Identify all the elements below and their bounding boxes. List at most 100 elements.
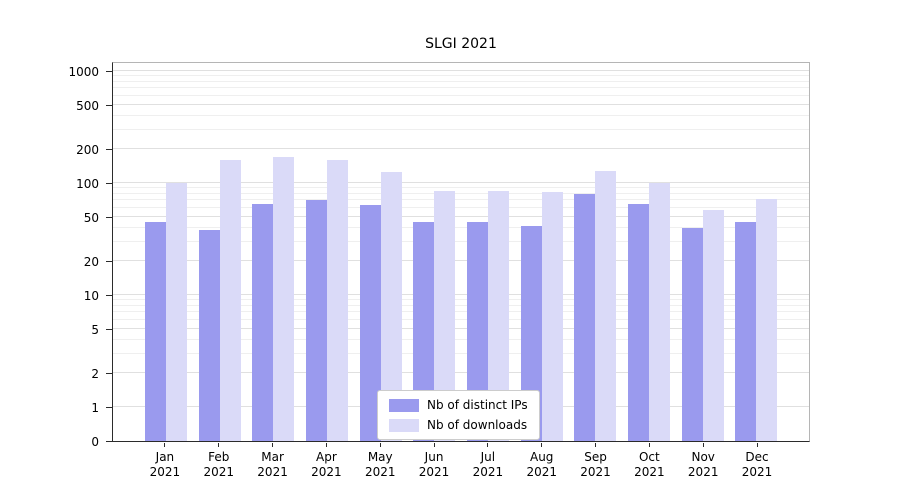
gridline-minor — [113, 240, 809, 242]
x-tick-mark — [164, 443, 166, 447]
x-tick-sep: Sep 2021 — [569, 443, 623, 480]
gridline-minor — [113, 75, 809, 77]
y-tick-mark — [106, 407, 112, 408]
bar-downloads-dec — [756, 198, 778, 441]
chart-title: SLGI 2021 — [425, 36, 497, 52]
legend-item-downloads: Nb of downloads — [389, 418, 528, 432]
x-tick-may: May 2021 — [353, 443, 407, 480]
bar-distinct-ips-dec — [735, 221, 757, 441]
legend-swatch-downloads — [389, 418, 419, 432]
x-tick-year-label: 2021 — [149, 465, 181, 479]
bar-downloads-jul — [487, 190, 509, 441]
x-tick-jan: Jan 2021 — [138, 443, 192, 480]
gridline-major — [113, 148, 809, 150]
gridline-minor — [113, 206, 809, 208]
gridline-minor — [113, 114, 809, 116]
gridline-minor — [113, 128, 809, 130]
bar-group-mar — [246, 63, 300, 441]
y-tick-label-5: 5 — [91, 322, 99, 337]
x-tick-year-label: 2021 — [257, 465, 288, 479]
gridline-major — [113, 260, 809, 262]
bar-downloads-sep — [595, 171, 617, 441]
bar-downloads-jun — [434, 190, 456, 441]
bar-group-dec — [729, 63, 783, 441]
bar-downloads-aug — [541, 192, 563, 441]
x-tick-mark — [595, 443, 597, 447]
x-tick-month-label: Jul — [480, 450, 496, 464]
x-tick-month-label: Sep — [584, 450, 607, 464]
y-tick-mark — [106, 104, 112, 106]
x-tick-apr: Apr 2021 — [299, 443, 353, 480]
y-tick-mark — [106, 183, 112, 184]
y-tick-label-50: 50 — [83, 210, 99, 225]
bar-downloads-mar — [273, 157, 295, 441]
x-tick-year-label: 2021 — [203, 465, 235, 479]
y-tick-mark — [106, 216, 112, 218]
bar-downloads-nov — [702, 209, 724, 441]
x-tick-mar: Mar 2021 — [246, 443, 300, 480]
x-tick-month-label: May — [367, 450, 393, 464]
x-tick-aug: Aug 2021 — [515, 443, 569, 480]
x-tick-jul: Jul 2021 — [461, 443, 515, 480]
y-tick-mark — [106, 295, 112, 296]
y-tick-mark — [106, 441, 112, 442]
y-tick-label-2: 2 — [91, 367, 99, 382]
y-tick-label-20: 20 — [83, 255, 99, 270]
y-tick-label-1000: 1000 — [68, 65, 99, 79]
plot-area: Nb of distinct IPs Nb of downloads — [112, 62, 810, 442]
y-tick-mark — [106, 261, 112, 263]
gridline-minor — [113, 87, 809, 89]
gridline-major — [113, 372, 809, 374]
bar-downloads-apr — [326, 160, 348, 441]
bar-group-apr — [300, 63, 354, 441]
x-tick-oct: Oct 2021 — [622, 443, 676, 480]
legend-label-downloads: Nb of downloads — [427, 418, 528, 432]
gridline-minor — [113, 94, 809, 96]
gridline-minor — [113, 338, 809, 340]
bar-downloads-feb — [219, 160, 241, 441]
y-tick-mark — [106, 328, 112, 330]
bar-downloads-oct — [648, 183, 670, 441]
bar-distinct-ips-apr — [305, 200, 327, 441]
gridline-minor — [113, 187, 809, 189]
bar-distinct-ips-oct — [627, 203, 649, 441]
legend-label-distinct-ips: Nb of distinct IPs — [427, 398, 528, 412]
bar-group-feb — [193, 63, 247, 441]
y-tick-label-1: 1 — [91, 401, 99, 415]
legend: Nb of distinct IPs Nb of downloads — [377, 390, 540, 440]
x-tick-dec: Dec 2021 — [730, 443, 784, 480]
x-tick-month-label: Feb — [208, 450, 230, 464]
y-tick-label-200: 200 — [76, 143, 99, 158]
bar-group-jun — [407, 63, 461, 441]
bar-distinct-ips-jun — [413, 221, 435, 441]
x-tick-mark — [541, 443, 543, 447]
gridline-major — [113, 182, 809, 183]
x-tick-year-label: 2021 — [418, 465, 450, 479]
x-tick-mark — [648, 443, 650, 447]
x-tick-jun: Jun 2021 — [407, 443, 461, 480]
gridline-minor — [113, 192, 809, 194]
bar-distinct-ips-nov — [681, 227, 703, 441]
x-tick-year-label: 2021 — [741, 465, 773, 479]
gridline-minor — [113, 299, 809, 301]
x-tick-month-label: Oct — [638, 450, 660, 464]
legend-swatch-distinct-ips — [389, 398, 419, 412]
bar-group-may — [354, 63, 408, 441]
bar-downloads-may — [380, 172, 402, 441]
gridline-major — [113, 294, 809, 295]
bar-distinct-ips-aug — [520, 226, 542, 441]
gridline-minor — [113, 80, 809, 82]
x-tick-month-label: Mar — [261, 450, 284, 464]
x-tick-mark — [218, 443, 220, 447]
x-tick-year-label: 2021 — [687, 465, 719, 479]
x-tick-mark — [433, 443, 435, 447]
x-axis: Jan 2021 Feb 2021 Mar 2021 Apr 2021 May 2021 Jun 20… — [112, 443, 810, 480]
bar-group-aug — [515, 63, 569, 441]
bar-distinct-ips-jan — [144, 221, 166, 441]
bar-group-jan — [139, 63, 193, 441]
x-tick-year-label: 2021 — [634, 465, 665, 479]
gridline-major — [113, 70, 809, 71]
bar-distinct-ips-jul — [466, 221, 488, 441]
x-tick-month-label: Jan — [155, 450, 175, 464]
